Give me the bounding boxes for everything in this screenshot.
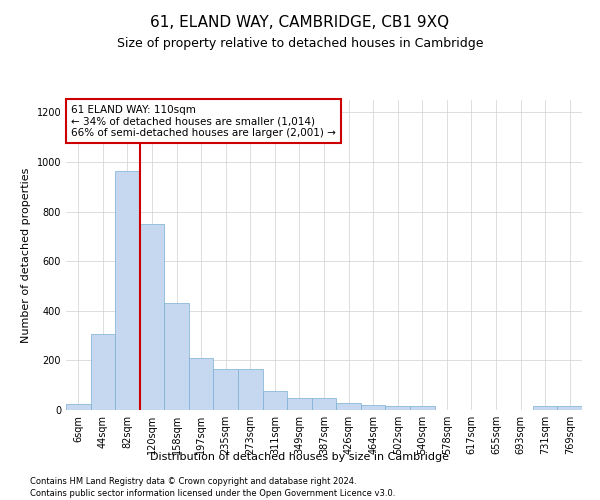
Bar xyxy=(140,224,164,410)
Bar xyxy=(385,406,410,410)
Bar xyxy=(189,358,214,410)
Bar xyxy=(214,369,238,410)
Bar xyxy=(164,304,189,410)
Bar xyxy=(361,405,385,410)
Bar xyxy=(410,406,434,410)
Bar xyxy=(91,334,115,410)
Text: 61, ELAND WAY, CAMBRIDGE, CB1 9XQ: 61, ELAND WAY, CAMBRIDGE, CB1 9XQ xyxy=(151,15,449,30)
Bar xyxy=(115,170,140,410)
Text: Contains public sector information licensed under the Open Government Licence v3: Contains public sector information licen… xyxy=(30,489,395,498)
Bar xyxy=(287,398,312,410)
Y-axis label: Number of detached properties: Number of detached properties xyxy=(21,168,31,342)
Text: Distribution of detached houses by size in Cambridge: Distribution of detached houses by size … xyxy=(151,452,449,462)
Bar xyxy=(557,406,582,410)
Bar xyxy=(312,398,336,410)
Bar xyxy=(533,406,557,410)
Bar xyxy=(263,392,287,410)
Bar xyxy=(238,369,263,410)
Bar xyxy=(336,402,361,410)
Bar xyxy=(66,404,91,410)
Text: Size of property relative to detached houses in Cambridge: Size of property relative to detached ho… xyxy=(117,38,483,51)
Text: Contains HM Land Registry data © Crown copyright and database right 2024.: Contains HM Land Registry data © Crown c… xyxy=(30,478,356,486)
Text: 61 ELAND WAY: 110sqm
← 34% of detached houses are smaller (1,014)
66% of semi-de: 61 ELAND WAY: 110sqm ← 34% of detached h… xyxy=(71,104,336,138)
